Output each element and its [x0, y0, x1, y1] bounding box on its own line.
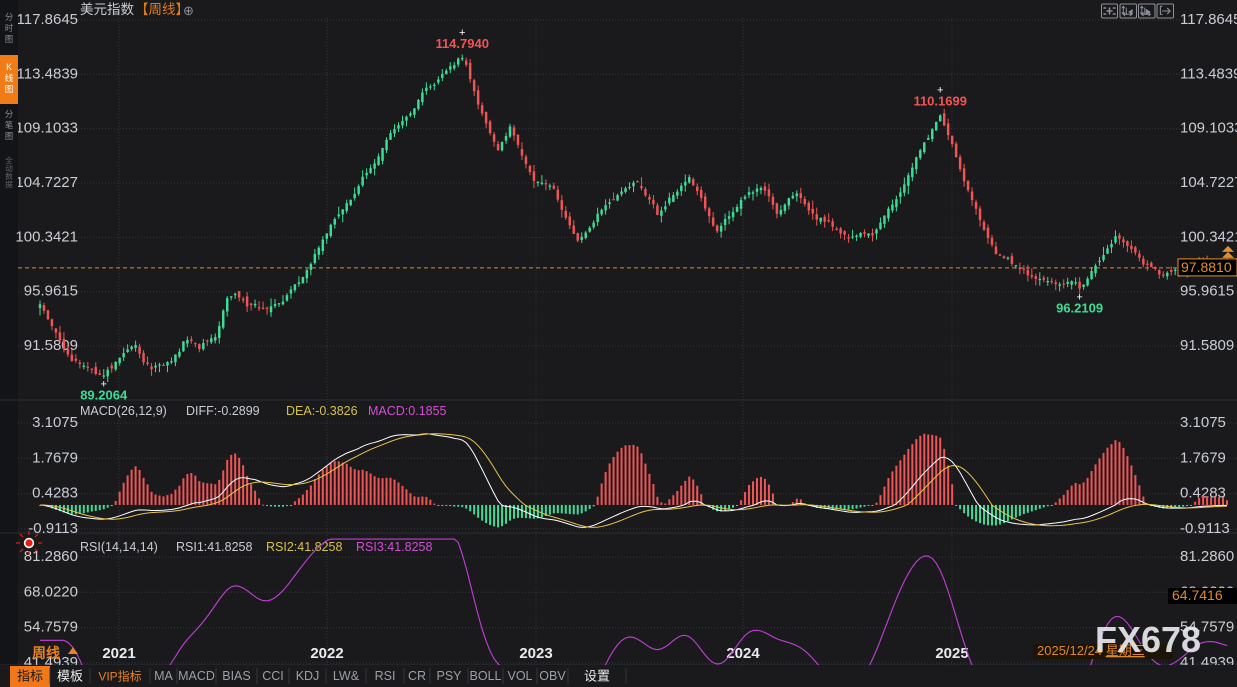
- svg-text:81.2860: 81.2860: [1180, 548, 1234, 565]
- svg-text:113.4839: 113.4839: [17, 65, 78, 82]
- svg-text:图: 图: [5, 34, 13, 44]
- svg-text:设置: 设置: [584, 669, 610, 684]
- svg-text:1.7679: 1.7679: [32, 449, 78, 466]
- svg-text:3.1075: 3.1075: [1180, 414, 1226, 431]
- svg-text:K: K: [6, 62, 12, 72]
- svg-text:MACD: MACD: [178, 669, 215, 683]
- svg-text:2025: 2025: [935, 645, 968, 662]
- svg-text:2021: 2021: [102, 645, 135, 662]
- svg-text:104.7227: 104.7227: [15, 174, 78, 191]
- svg-text:+: +: [459, 27, 465, 39]
- svg-text:LW&: LW&: [333, 669, 360, 683]
- svg-text:113.4839: 113.4839: [1180, 65, 1237, 82]
- svg-text:109.1033: 109.1033: [15, 120, 78, 137]
- svg-text:+: +: [937, 84, 943, 96]
- svg-text:MACD:0.1855: MACD:0.1855: [368, 404, 447, 418]
- svg-text:CCI: CCI: [262, 669, 284, 683]
- svg-text:VIP指标: VIP指标: [98, 669, 141, 684]
- svg-text:100.3421: 100.3421: [15, 228, 78, 245]
- svg-text:图: 图: [5, 84, 14, 94]
- svg-text:据: 据: [5, 180, 13, 189]
- svg-text:指标: 指标: [17, 669, 43, 684]
- svg-text:117.8645: 117.8645: [17, 11, 78, 28]
- svg-text:RSI3:41.8258: RSI3:41.8258: [356, 540, 432, 554]
- svg-text:MACD(26,12,9): MACD(26,12,9): [80, 404, 167, 418]
- svg-text:91.5809: 91.5809: [1180, 337, 1234, 354]
- svg-text:分: 分: [5, 109, 13, 119]
- svg-text:KDJ: KDJ: [296, 669, 320, 683]
- svg-text:3.1075: 3.1075: [32, 414, 78, 431]
- svg-text:BOLL: BOLL: [470, 669, 502, 683]
- svg-text:VOL: VOL: [507, 669, 532, 683]
- svg-text:95.9615: 95.9615: [1180, 283, 1234, 300]
- svg-text:周线: 周线: [32, 645, 60, 661]
- svg-text:109.1033: 109.1033: [1180, 120, 1237, 137]
- svg-text:⊕: ⊕: [183, 3, 194, 18]
- svg-text:68.0220: 68.0220: [24, 583, 78, 600]
- svg-text:117.8645: 117.8645: [1180, 11, 1237, 28]
- svg-text:100.3421: 100.3421: [1180, 228, 1237, 245]
- svg-text:1.7679: 1.7679: [1180, 449, 1226, 466]
- svg-text:81.2860: 81.2860: [24, 548, 78, 565]
- svg-text:95.9615: 95.9615: [24, 283, 78, 300]
- svg-text:分: 分: [5, 12, 13, 22]
- svg-text:RSI1:41.8258: RSI1:41.8258: [176, 540, 252, 554]
- svg-text:PSY: PSY: [436, 669, 462, 683]
- svg-text:美元指数: 美元指数: [80, 2, 134, 17]
- svg-text:CR: CR: [408, 669, 426, 683]
- svg-text:2023: 2023: [519, 645, 552, 662]
- svg-text:104.7227: 104.7227: [1180, 174, 1237, 191]
- svg-text:RSI(14,14,14): RSI(14,14,14): [80, 540, 158, 554]
- svg-text:时: 时: [5, 23, 13, 33]
- svg-text:图: 图: [5, 131, 13, 141]
- svg-text:OBV: OBV: [539, 669, 566, 683]
- svg-text:BIAS: BIAS: [222, 669, 251, 683]
- svg-text:DIFF:-0.2899: DIFF:-0.2899: [186, 404, 260, 418]
- svg-text:DEA:-0.3826: DEA:-0.3826: [286, 404, 358, 418]
- svg-text:笔: 笔: [5, 120, 13, 130]
- svg-text:【周线】: 【周线】: [135, 2, 189, 17]
- svg-text:91.5809: 91.5809: [24, 337, 78, 354]
- svg-text:FX678: FX678: [1095, 619, 1201, 660]
- svg-text:-0.9113: -0.9113: [1180, 520, 1230, 537]
- svg-text:RSI: RSI: [375, 669, 396, 683]
- svg-text:MA: MA: [154, 669, 173, 683]
- svg-text:+: +: [1076, 292, 1082, 304]
- svg-text:0.4283: 0.4283: [32, 485, 78, 502]
- svg-text:模板: 模板: [57, 669, 83, 684]
- svg-text:2022: 2022: [310, 645, 343, 662]
- svg-text:+: +: [100, 379, 106, 391]
- svg-text:64.7416: 64.7416: [1172, 587, 1223, 603]
- svg-text:线: 线: [5, 72, 14, 83]
- svg-text:97.8810: 97.8810: [1181, 259, 1232, 275]
- svg-text:54.7579: 54.7579: [24, 619, 78, 636]
- svg-text:-0.9113: -0.9113: [28, 520, 78, 537]
- svg-text:RSI2:41.8258: RSI2:41.8258: [266, 540, 342, 554]
